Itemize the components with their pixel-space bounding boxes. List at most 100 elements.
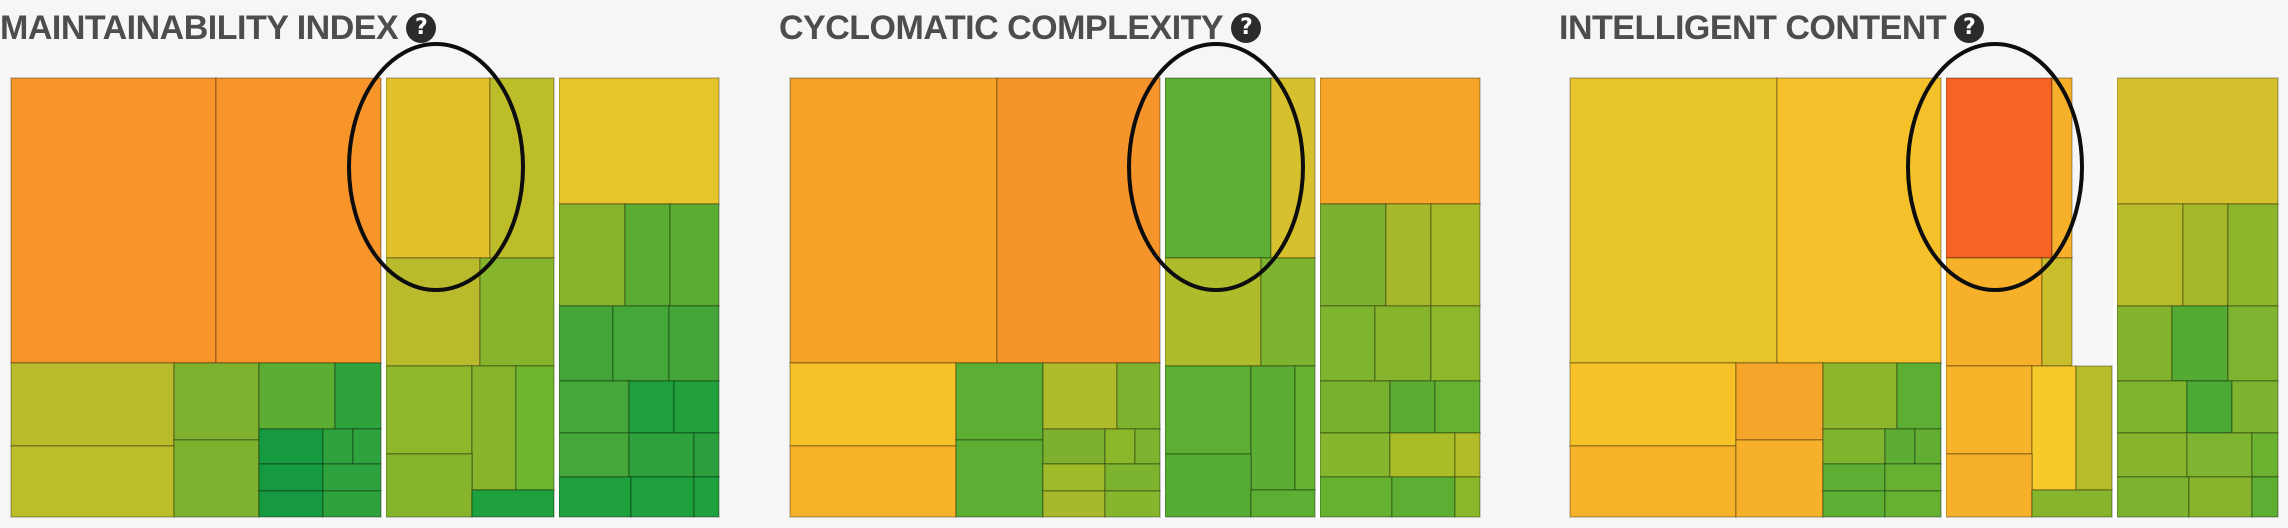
treemap-tile: [1945, 257, 2043, 367]
panel-title-text: INTELLIGENT CONTENT: [1559, 8, 1947, 47]
treemap-tile: [2031, 489, 2113, 518]
help-icon[interactable]: ?: [1231, 13, 1262, 43]
cyclomatic-complexity-panel: CYCLOMATIC COMPLEXITY ?: [779, 0, 1519, 528]
treemap-tile: [1164, 257, 1262, 367]
treemap-tile: [1822, 463, 1886, 492]
highlight-ellipse: [1906, 42, 2084, 292]
treemap-tile: [2116, 77, 2279, 205]
treemap-tile: [673, 380, 720, 434]
treemap-tile: [1569, 362, 1737, 447]
treemap-tile: [1430, 203, 1481, 307]
treemap-tile: [322, 428, 354, 465]
treemap-tiles: [1569, 77, 2279, 518]
panel-title-text: CYCLOMATIC COMPLEXITY: [779, 8, 1224, 47]
treemap-tile: [955, 362, 1044, 441]
treemap-tile: [558, 432, 630, 478]
treemap-tile: [2075, 365, 2113, 491]
treemap-tile: [1104, 428, 1136, 465]
treemap-tile: [789, 77, 998, 364]
treemap-tile: [1454, 476, 1481, 518]
treemap-tile: [955, 439, 1044, 518]
treemap-tile: [1116, 362, 1161, 430]
treemap-tile: [1945, 453, 2033, 518]
treemap-tile: [1884, 463, 1942, 492]
panel-title: CYCLOMATIC COMPLEXITY ?: [779, 4, 1262, 52]
treemap-tile: [1735, 362, 1824, 441]
treemap-tile: [352, 428, 382, 465]
treemap-tile: [693, 432, 720, 478]
treemap-tile: [173, 439, 260, 518]
treemap-tile: [558, 203, 626, 307]
treemap-tile: [1391, 476, 1456, 518]
group-dividers: [1942, 76, 2117, 519]
treemap-tile: [258, 463, 324, 492]
treemap-tile: [669, 203, 720, 307]
treemap-tile: [558, 77, 720, 205]
treemap-tile: [1134, 428, 1161, 465]
treemap-tile: [1104, 463, 1161, 492]
help-icon[interactable]: ?: [406, 13, 437, 43]
treemap-tile: [2116, 380, 2188, 434]
treemap-tile: [668, 305, 720, 382]
treemap-tile: [1884, 428, 1916, 465]
treemap-tile: [2116, 476, 2190, 518]
treemap-tile: [2171, 305, 2229, 382]
treemap-tile: [322, 463, 382, 492]
treemap-tile: [630, 476, 695, 518]
treemap-tile: [2116, 432, 2188, 478]
treemap-tile: [2116, 305, 2173, 382]
treemap-tile: [385, 365, 473, 455]
treemap-tile: [1822, 428, 1886, 465]
cyclomatic-complexity-treemap[interactable]: [779, 0, 1519, 528]
treemap-tile: [1945, 365, 2033, 455]
maintainability-index-panel: MAINTAINABILITY INDEX ?: [0, 0, 740, 528]
treemap-tile: [1164, 453, 1252, 518]
treemap-tile: [789, 362, 957, 447]
treemap-tile: [693, 476, 720, 518]
treemap-tile: [1164, 77, 1272, 259]
treemap-tile: [1319, 476, 1393, 518]
treemap-tile: [1374, 305, 1432, 382]
treemap-tile: [628, 380, 675, 434]
treemap-tile: [1569, 445, 1737, 518]
treemap-tile: [1250, 489, 1316, 518]
intelligent-content-treemap[interactable]: [1559, 0, 2288, 528]
treemap-tiles: [10, 77, 720, 518]
treemap-tile: [1319, 305, 1376, 382]
treemap-tile: [2031, 365, 2077, 491]
panel-title-text: MAINTAINABILITY INDEX: [0, 8, 399, 47]
treemap-tile: [471, 489, 555, 518]
treemap-tile: [258, 362, 336, 430]
maintainability-treemap[interactable]: [0, 0, 740, 528]
treemap-tile: [1434, 380, 1481, 434]
treemap-tile: [479, 257, 555, 367]
treemap-tile: [2186, 432, 2253, 478]
treemap-tile: [1385, 203, 1432, 307]
treemap-tile: [1042, 428, 1106, 465]
treemap-tile: [2041, 257, 2073, 367]
treemap-tile: [1260, 257, 1316, 367]
treemap-tile: [258, 490, 324, 518]
treemap-tile: [2188, 476, 2253, 518]
treemap-tile: [515, 365, 555, 491]
treemap-tile: [2227, 305, 2279, 382]
help-icon[interactable]: ?: [1954, 13, 1985, 43]
highlight-ellipse: [1127, 42, 1305, 292]
treemap-tile: [1319, 77, 1481, 205]
treemap-tile: [2116, 203, 2184, 307]
treemap-tile: [1319, 203, 1387, 307]
treemap-tile: [628, 432, 695, 478]
treemap-tile: [334, 362, 382, 430]
treemap-tile: [1454, 432, 1481, 478]
treemap-tile: [173, 362, 260, 441]
treemap-tile: [1250, 365, 1296, 491]
treemap-tile: [558, 380, 630, 434]
treemap-tile: [612, 305, 670, 382]
treemap-tile: [1319, 380, 1391, 434]
highlight-ellipse: [347, 42, 525, 292]
treemap-tile: [1822, 362, 1898, 430]
treemap-tile: [10, 362, 175, 447]
treemap-tile: [1042, 362, 1118, 430]
treemap-tile: [1945, 77, 2053, 259]
group-dividers: [1161, 76, 1320, 519]
